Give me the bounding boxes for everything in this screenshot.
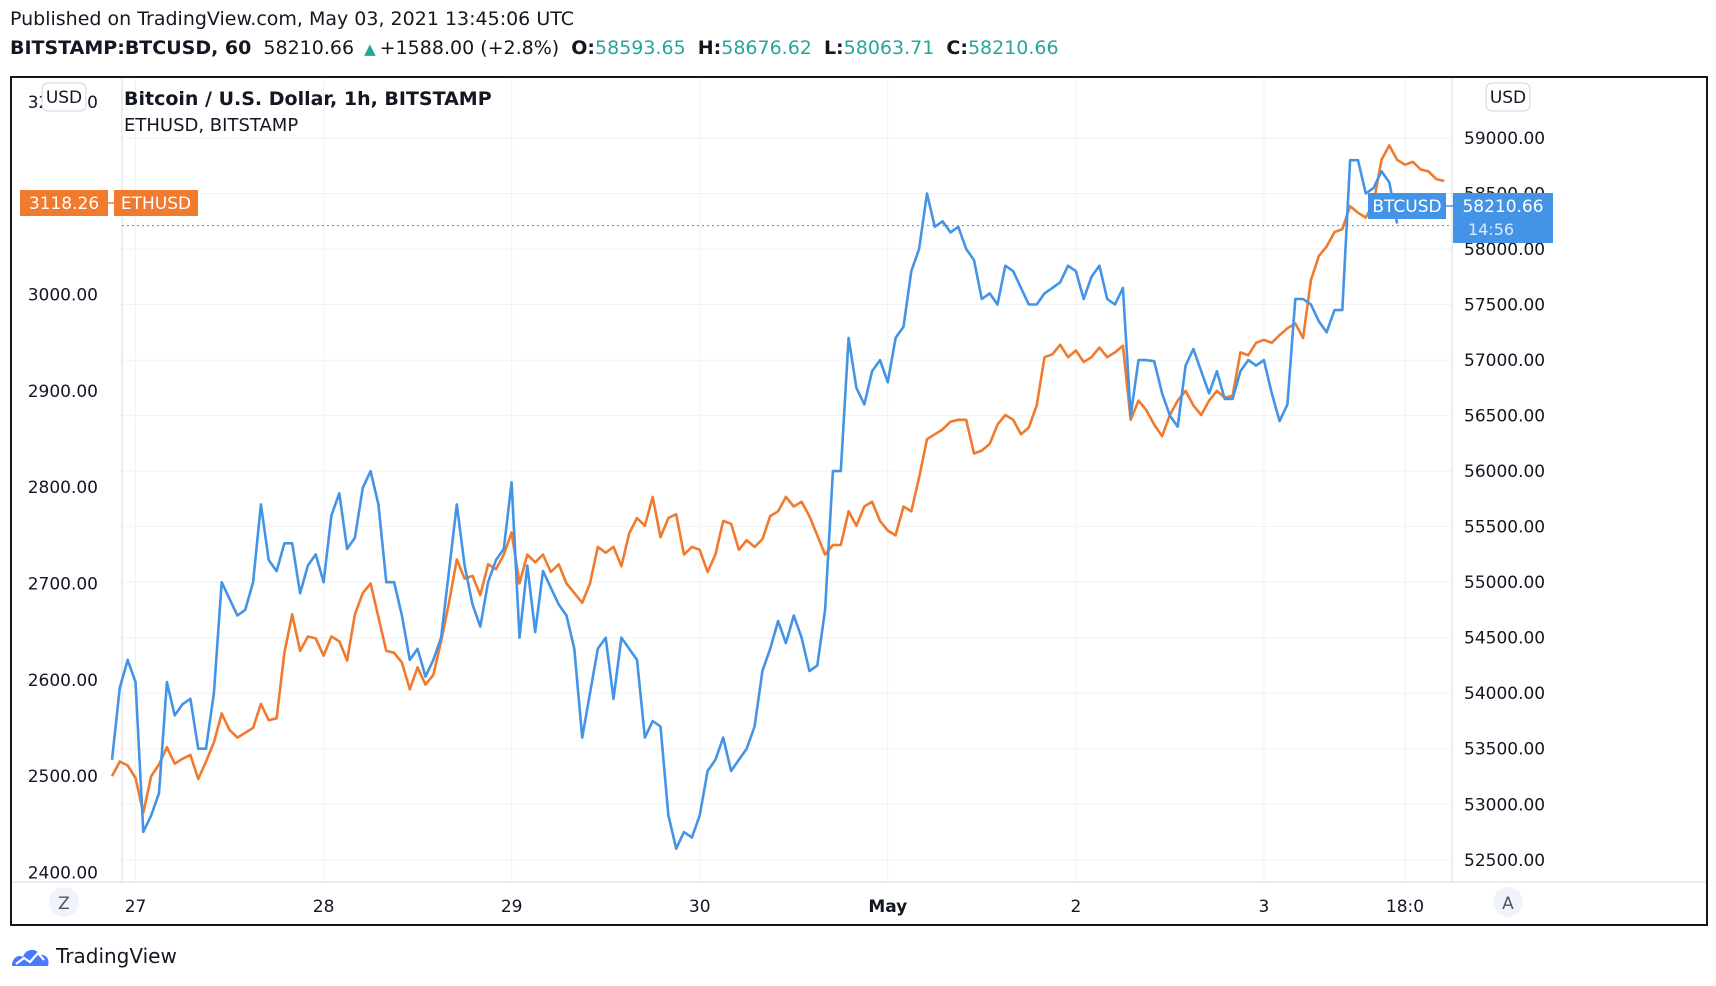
left-tick-label: 2400.00 [28,863,98,883]
chart-frame[interactable]: 2400.00 2500.00 2600.00 2700.00 2800.00 2900.… [10,76,1708,926]
time-tick-label: 2 [1070,897,1081,917]
published-line: Published on TradingView.com, May 03, 20… [10,8,574,30]
open-label: O: [571,37,596,59]
tradingview-logo-icon [12,949,49,966]
right-currency-button[interactable]: USD [1485,82,1531,112]
right-tick-label: 57500.00 [1464,296,1545,316]
legend-secondary: ETHUSD, BITSTAMP [124,115,298,136]
left-tick-label: 2800.00 [28,478,98,498]
time-axis: 27 28 29 30 May 2 3 18:0 [125,897,1424,917]
left-currency-label: USD [46,88,82,108]
right-tick-label: 57000.00 [1464,351,1545,371]
time-tick-label: 18:0 [1386,897,1424,917]
btc-tag-countdown: 14:56 [1468,220,1514,239]
eth-price-tag: 3118.26 ETHUSD [20,190,198,216]
close-label: C: [946,37,968,59]
right-tick-label: 52500.00 [1464,851,1545,871]
right-tick-label: 54000.00 [1464,684,1545,704]
right-tick-label: 53500.00 [1464,740,1545,760]
time-tick-label: 27 [125,897,147,917]
time-tick-label: 28 [313,897,335,917]
right-scale-mode-button[interactable]: A [1493,887,1523,917]
high-value: 58676.62 [721,37,812,59]
left-tick-label: 2600.00 [28,671,98,691]
eth-tag-name: ETHUSD [121,194,191,214]
left-scale-mode-button[interactable]: Z [49,887,79,917]
legend-main: Bitcoin / U.S. Dollar, 1h, BITSTAMP [124,88,492,110]
left-currency-button[interactable]: USD [41,82,87,112]
right-currency-label: USD [1490,88,1526,108]
series-layer [110,144,1445,851]
right-tick-label: 56000.00 [1464,462,1545,482]
right-tick-label: 58000.00 [1464,240,1545,260]
legend: Bitcoin / U.S. Dollar, 1h, BITSTAMP ETHU… [124,88,492,136]
change-value: +1588.00 (+2.8%) [379,37,560,59]
eth-tag-value: 3118.26 [29,194,99,214]
last-price: 58210.66 [263,37,355,59]
right-tick-label: 55500.00 [1464,518,1545,538]
grid-lines [122,78,1452,882]
btc-tag-name: BTCUSD [1372,197,1441,217]
right-tick-label: 56500.00 [1464,407,1545,427]
left-tick-label: 2900.00 [28,382,98,402]
series-line-ethusd [110,144,1445,815]
time-tick-label: May [868,897,907,917]
right-tick-label: 54500.00 [1464,629,1545,649]
time-tick-label: 30 [689,897,711,917]
btc-tag-value: 58210.66 [1462,197,1543,217]
time-tick-label: 29 [501,897,523,917]
low-value: 58063.71 [843,37,935,59]
left-tick-label: 3000.00 [28,286,98,306]
right-tick-label: 55000.00 [1464,573,1545,593]
low-label: L: [823,37,844,59]
open-value: 58593.65 [595,37,686,59]
triangle-up-icon: ▲ [364,40,376,58]
left-tick-label: 2500.00 [28,767,98,787]
right-tick-label: 59000.00 [1464,129,1545,149]
close-value: 58210.66 [967,37,1059,59]
time-tick-label: 3 [1259,897,1270,917]
chart[interactable]: 2400.00 2500.00 2600.00 2700.00 2800.00 2900.… [12,78,1706,924]
symbol-label: BITSTAMP:BTCUSD, 60 [10,37,252,59]
footer[interactable]: TradingView [10,944,177,968]
right-tick-label: 53000.00 [1464,795,1545,815]
left-tick-label: 2700.00 [28,575,98,595]
series-line-btcusd [110,158,1399,851]
right-scale-mode-label: A [1502,894,1514,914]
high-label: H: [697,37,722,59]
btc-price-tag: BTCUSD 58210.66 14:56 [1368,193,1553,243]
left-scale-mode-label: Z [58,894,70,914]
ohlc-header: BITSTAMP:BTCUSD, 60 58210.66 ▲ +1588.00 (… [10,37,1059,59]
footer-brand[interactable]: TradingView [56,944,177,968]
